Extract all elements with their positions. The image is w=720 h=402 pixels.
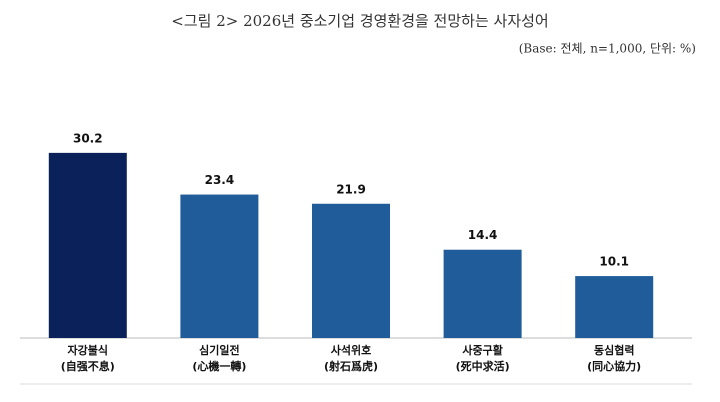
x-tick-label: 사중구활 [462, 343, 502, 357]
x-tick-label: 동심협력 [594, 343, 634, 357]
bar [575, 276, 654, 338]
x-tick-label: 자강불식 [68, 343, 108, 357]
x-tick-sublabel: (死中求活) [456, 359, 510, 373]
x-tick-sublabel: (自强不息) [61, 359, 115, 373]
data-label: 10.1 [599, 255, 629, 269]
bar [48, 152, 127, 338]
chart-title: <그림 2> 2026년 중소기업 경영환경을 전망하는 사자성어 [171, 12, 548, 30]
data-label: 14.4 [468, 228, 498, 242]
bar [312, 203, 390, 338]
x-tick-label: 심기일전 [199, 343, 239, 357]
x-tick-sublabel: (心機一轉) [192, 359, 246, 373]
x-tick-label: 사석위호 [331, 343, 371, 357]
x-tick-sublabel: (同心協力) [587, 359, 641, 373]
bar [443, 249, 522, 338]
x-tick-sublabel: (射石爲虎) [324, 359, 378, 373]
chart-subtitle: (Base: 전체, n=1,000, 단위: %) [519, 42, 696, 56]
data-label: 23.4 [205, 173, 235, 187]
bar [180, 194, 259, 338]
data-label: 21.9 [336, 182, 366, 196]
data-label: 30.2 [73, 131, 103, 145]
